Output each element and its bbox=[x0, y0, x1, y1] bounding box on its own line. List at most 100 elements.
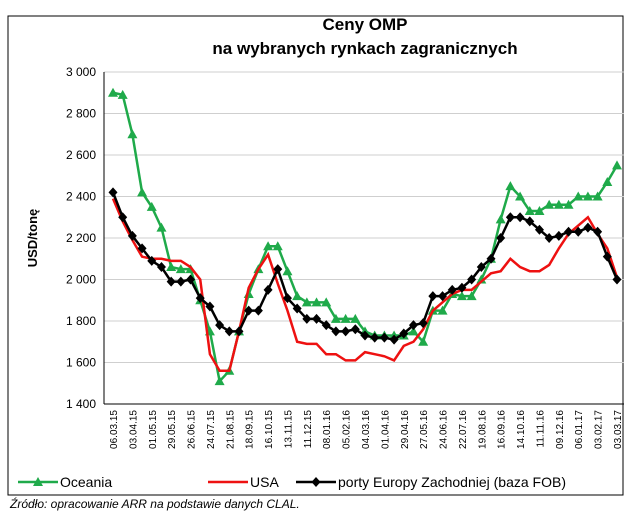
x-tick-label: 26.06.15 bbox=[187, 410, 198, 449]
point-marker bbox=[137, 187, 148, 197]
legend-marker bbox=[33, 477, 43, 486]
x-tick-label: 16.09.16 bbox=[497, 410, 508, 449]
x-tick-label: 16.10.15 bbox=[264, 410, 275, 449]
point-marker bbox=[253, 305, 263, 316]
point-marker bbox=[272, 241, 283, 251]
point-marker bbox=[137, 243, 147, 254]
point-marker bbox=[282, 266, 293, 276]
point-marker bbox=[486, 253, 496, 264]
point-marker bbox=[341, 326, 351, 337]
x-tick-label: 03.04.15 bbox=[128, 410, 139, 449]
point-marker bbox=[408, 326, 419, 336]
point-marker bbox=[602, 176, 613, 186]
y-tick-label: 2 600 bbox=[66, 148, 96, 162]
point-marker bbox=[263, 284, 273, 295]
x-tick-label: 19.08.16 bbox=[477, 410, 488, 449]
point-marker bbox=[263, 241, 274, 251]
point-marker bbox=[602, 251, 612, 262]
x-tick-label: 13.11.15 bbox=[283, 410, 294, 449]
x-tick-label: 06.01.17 bbox=[574, 410, 585, 449]
y-tick-label: 1 400 bbox=[66, 397, 96, 411]
y-tick-label: 2 200 bbox=[66, 231, 96, 245]
point-marker bbox=[175, 264, 186, 274]
point-marker bbox=[553, 199, 564, 209]
point-marker bbox=[582, 191, 593, 201]
chart-subtitle: na wybranych rynkach zagranicznych bbox=[212, 39, 517, 58]
point-marker bbox=[592, 191, 603, 201]
point-marker bbox=[525, 216, 535, 227]
x-tick-label: 03.02.17 bbox=[594, 410, 605, 449]
point-marker bbox=[534, 224, 544, 235]
point-marker bbox=[166, 262, 177, 272]
point-marker bbox=[389, 334, 399, 345]
x-tick-label: 29.05.15 bbox=[167, 410, 178, 449]
point-marker bbox=[292, 291, 303, 301]
point-marker bbox=[147, 255, 157, 266]
x-tick-label: 27.05.16 bbox=[419, 410, 430, 449]
point-marker bbox=[292, 303, 302, 314]
point-marker bbox=[156, 222, 167, 232]
point-marker bbox=[156, 262, 166, 273]
x-tick-label: 03.03.17 bbox=[613, 410, 624, 449]
point-marker bbox=[282, 293, 292, 304]
point-marker bbox=[612, 274, 622, 285]
x-tick-label: 05.02.16 bbox=[342, 410, 353, 449]
y-tick-label: 2 800 bbox=[66, 107, 96, 121]
x-tick-label: 04.03.16 bbox=[361, 410, 372, 449]
point-marker bbox=[244, 305, 254, 316]
x-tick-label: 08.01.16 bbox=[322, 410, 333, 449]
point-marker bbox=[534, 206, 545, 216]
point-marker bbox=[370, 332, 380, 343]
point-marker bbox=[311, 297, 322, 307]
point-marker bbox=[234, 326, 244, 337]
point-marker bbox=[108, 87, 118, 97]
point-marker bbox=[350, 313, 361, 323]
point-marker bbox=[127, 230, 137, 241]
x-tick-label: 21.08.15 bbox=[225, 410, 236, 449]
point-marker bbox=[496, 233, 506, 243]
point-marker bbox=[301, 297, 312, 307]
point-marker bbox=[476, 262, 486, 273]
x-tick-label: 06.03.15 bbox=[109, 410, 120, 449]
point-marker bbox=[312, 313, 322, 324]
point-marker bbox=[418, 318, 428, 329]
point-marker bbox=[515, 191, 526, 201]
point-marker bbox=[186, 274, 196, 285]
point-marker bbox=[176, 276, 186, 287]
y-tick-label: 2 400 bbox=[66, 190, 96, 204]
x-tick-label: 01.04.16 bbox=[380, 410, 391, 449]
point-marker bbox=[573, 191, 584, 201]
point-marker bbox=[524, 206, 535, 216]
source-note: Źródło: opracowanie ARR na podstawie dan… bbox=[9, 496, 300, 511]
point-marker bbox=[563, 199, 574, 209]
point-marker bbox=[564, 226, 574, 237]
point-marker bbox=[215, 320, 225, 331]
point-marker bbox=[467, 274, 477, 285]
point-marker bbox=[505, 212, 515, 223]
point-marker bbox=[127, 129, 138, 139]
point-marker bbox=[544, 199, 555, 209]
point-marker bbox=[505, 181, 516, 191]
point-marker bbox=[146, 201, 157, 211]
point-marker bbox=[544, 233, 554, 243]
point-marker bbox=[273, 264, 283, 275]
y-tick-label: 3 000 bbox=[66, 65, 96, 79]
y-axis-label: USD/tonę bbox=[25, 209, 40, 268]
point-marker bbox=[515, 212, 525, 223]
point-marker bbox=[457, 282, 467, 293]
x-tick-label: 09.12.16 bbox=[555, 410, 566, 449]
point-marker bbox=[330, 313, 341, 323]
x-tick-label: 14.10.16 bbox=[516, 410, 527, 449]
chart-frame bbox=[7, 15, 624, 496]
x-tick-label: 11.11.16 bbox=[535, 410, 546, 448]
point-marker bbox=[117, 89, 128, 99]
x-tick-label: 11.12.15 bbox=[303, 410, 314, 449]
point-marker bbox=[495, 214, 506, 224]
point-marker bbox=[350, 324, 360, 335]
x-tick-label: 18.09.15 bbox=[245, 410, 256, 449]
point-marker bbox=[593, 226, 603, 237]
y-tick-label: 2 000 bbox=[66, 273, 96, 287]
point-marker bbox=[408, 320, 418, 331]
point-marker bbox=[340, 313, 351, 323]
